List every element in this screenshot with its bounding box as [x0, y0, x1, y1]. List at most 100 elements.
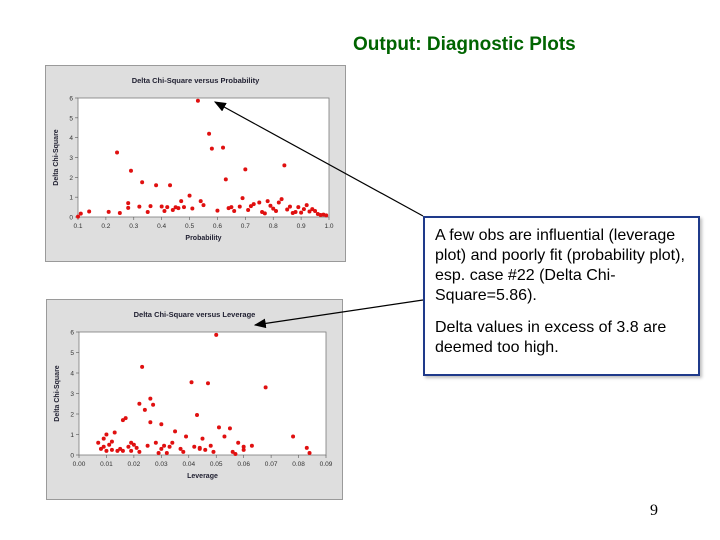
data-point: [98, 446, 103, 451]
y-tick-label: 6: [70, 330, 74, 337]
x-axis-label: Leverage: [187, 473, 218, 480]
data-point: [287, 204, 292, 209]
x-tick-label: 1.0: [324, 223, 333, 230]
callout-text-influential: A few obs are influential (leverage plot…: [435, 227, 685, 304]
probability-plot-svg: Delta Chi-Square versus Probability 0 1 2 3 4…: [53, 76, 334, 242]
data-point: [131, 442, 136, 447]
data-point: [162, 209, 167, 214]
data-point: [230, 449, 235, 454]
slide-title: Output: Diagnostic Plots: [353, 34, 576, 55]
data-point: [168, 183, 173, 188]
data-point: [215, 208, 220, 213]
data-point: [310, 207, 315, 212]
y-tick-label: 5: [69, 115, 73, 122]
data-point: [137, 401, 142, 406]
data-point: [145, 210, 150, 215]
data-point: [140, 364, 145, 369]
y-tick-label: 2: [70, 412, 74, 419]
data-point: [104, 448, 109, 453]
data-point: [148, 204, 153, 209]
data-point: [282, 163, 287, 168]
data-point: [237, 204, 242, 209]
data-point: [192, 444, 197, 449]
y-tick-label: 2: [69, 175, 73, 182]
data-point: [134, 445, 139, 450]
data-point: [159, 422, 164, 427]
x-axis-label: Probability: [185, 235, 221, 242]
data-point: [262, 211, 267, 216]
data-point: [137, 449, 142, 454]
data-point: [307, 209, 312, 214]
data-point: [271, 206, 276, 211]
arrow-to-leverage-outlier: [253, 299, 424, 329]
data-point: [115, 150, 120, 155]
data-point: [104, 432, 109, 437]
data-point: [178, 446, 183, 451]
x-tick-label: 0.7: [241, 223, 250, 230]
data-point: [148, 420, 153, 425]
data-point: [241, 447, 246, 452]
callout-box: A few obs are influential (leverage plot…: [423, 216, 700, 376]
data-point: [129, 440, 134, 445]
data-point: [276, 200, 281, 205]
x-tick-label: 0.06: [237, 461, 250, 468]
data-point: [324, 213, 329, 218]
data-point: [179, 199, 184, 204]
data-point: [126, 444, 131, 449]
data-point: [87, 209, 92, 214]
y-tick-label: 4: [69, 135, 73, 142]
probability-plot: Delta Chi-Square versus Probability 0 1 2 3 4…: [45, 65, 346, 262]
x-tick-label: 0.5: [185, 223, 194, 230]
data-point: [184, 434, 189, 439]
data-point: [162, 443, 167, 448]
data-point: [195, 413, 200, 418]
x-tick-label: 0.1: [73, 223, 82, 230]
data-point: [265, 199, 270, 204]
x-tick-label: 0.9: [297, 223, 306, 230]
data-point: [198, 199, 203, 204]
data-point: [159, 204, 164, 209]
data-point: [279, 197, 284, 202]
data-point: [145, 443, 150, 448]
y-tick-label: 0: [70, 453, 74, 460]
x-tick-label: 0.02: [128, 461, 141, 468]
x-tick-label: 0.4: [157, 223, 166, 230]
x-tick-label: 0.00: [73, 461, 86, 468]
data-point: [205, 381, 210, 386]
data-point: [129, 448, 134, 453]
leverage-plot-svg: Delta Chi-Square versus Leverage 0 1 2 3 4 5 6 0…: [54, 310, 333, 480]
data-point: [197, 445, 202, 450]
data-point: [181, 205, 186, 210]
data-point: [128, 168, 133, 173]
y-axis-label: Delta Chi-Square: [54, 365, 61, 422]
data-point: [112, 430, 117, 435]
chart-title: Delta Chi-Square versus Probability: [132, 76, 260, 85]
data-point: [190, 206, 195, 211]
data-point: [211, 449, 216, 454]
data-point: [151, 402, 156, 407]
data-point: [227, 426, 232, 431]
data-point: [170, 208, 175, 213]
x-tick-label: 0.2: [101, 223, 110, 230]
data-point: [109, 447, 114, 452]
x-tick-label: 0.05: [210, 461, 223, 468]
x-tick-label: 0.3: [129, 223, 138, 230]
data-point: [203, 447, 208, 452]
data-point: [165, 205, 170, 210]
data-point: [301, 207, 306, 212]
data-point: [106, 209, 111, 214]
data-point: [137, 204, 142, 209]
data-point: [207, 131, 212, 136]
data-point: [313, 209, 318, 214]
data-point: [257, 200, 262, 205]
y-tick-label: 3: [70, 391, 74, 398]
plot-area: [78, 331, 327, 456]
data-point: [304, 445, 309, 450]
data-point: [214, 332, 219, 337]
data-point: [101, 444, 106, 449]
data-point: [291, 434, 296, 439]
data-point: [153, 440, 158, 445]
data-point: [126, 205, 131, 210]
data-point: [246, 208, 251, 213]
